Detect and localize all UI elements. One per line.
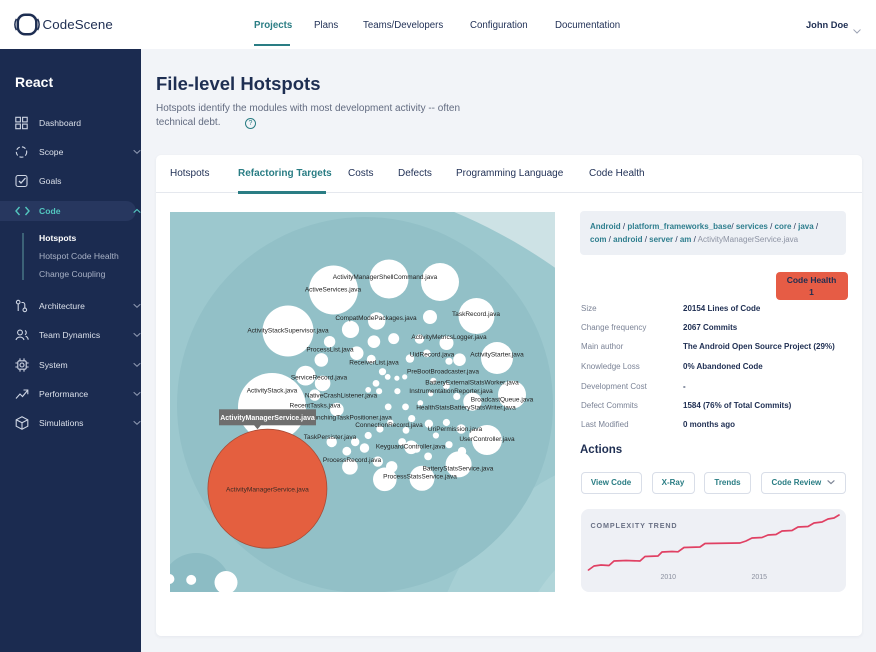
svg-text:ActivityStarter.java: ActivityStarter.java bbox=[470, 351, 524, 358]
svg-text:ActivityManagerService.java: ActivityManagerService.java bbox=[220, 415, 315, 422]
svg-text:TaskRecord.java: TaskRecord.java bbox=[452, 311, 500, 318]
svg-text:UserController.java: UserController.java bbox=[459, 436, 515, 443]
svg-text:ProcessRecord.java: ProcessRecord.java bbox=[323, 457, 382, 464]
svg-text:ActivityManagerService.java: ActivityManagerService.java bbox=[226, 486, 309, 493]
svg-text:TaskPersister.java: TaskPersister.java bbox=[304, 434, 357, 441]
svg-text:BroadcastQueue.java: BroadcastQueue.java bbox=[471, 396, 534, 403]
svg-text:ServiceRecord.java: ServiceRecord.java bbox=[291, 374, 348, 381]
svg-text:NativeCrashListener.java: NativeCrashListener.java bbox=[305, 392, 378, 399]
svg-text:ActivityStack.java: ActivityStack.java bbox=[247, 387, 298, 394]
svg-text:HealthStatsBatteryStatsWriter.: HealthStatsBatteryStatsWriter.java bbox=[416, 404, 516, 411]
svg-text:ProcessStatsService.java: ProcessStatsService.java bbox=[383, 473, 457, 480]
svg-text:UidRecord.java: UidRecord.java bbox=[410, 351, 455, 358]
svg-text:ProcessList.java: ProcessList.java bbox=[306, 346, 354, 353]
svg-text:PreBootBroadcaster.java: PreBootBroadcaster.java bbox=[407, 368, 479, 375]
svg-text:UriPermission.java: UriPermission.java bbox=[428, 426, 483, 433]
svg-text:BatteryStatsService.java: BatteryStatsService.java bbox=[423, 465, 494, 472]
svg-text:BatteryExternalStatsWorker.jav: BatteryExternalStatsWorker.java bbox=[425, 379, 519, 386]
svg-text:LaunchingTaskPositioner.java: LaunchingTaskPositioner.java bbox=[306, 414, 392, 421]
svg-text:ReceiverList.java: ReceiverList.java bbox=[349, 359, 399, 366]
svg-text:ActivityManagerShellCommand.ja: ActivityManagerShellCommand.java bbox=[333, 274, 438, 281]
svg-text:CompatModePackages.java: CompatModePackages.java bbox=[335, 315, 417, 322]
svg-text:ConnectionRecord.java: ConnectionRecord.java bbox=[355, 422, 423, 429]
svg-text:InstrumentationReporter.java: InstrumentationReporter.java bbox=[409, 388, 493, 395]
svg-text:ActivityStackSupervisor.java: ActivityStackSupervisor.java bbox=[247, 327, 329, 334]
svg-text:ActiveServices.java: ActiveServices.java bbox=[305, 286, 362, 293]
svg-text:KeyguardController.java: KeyguardController.java bbox=[376, 443, 446, 450]
svg-text:ActivityMetricsLogger.java: ActivityMetricsLogger.java bbox=[411, 334, 487, 341]
svg-text:RecentTasks.java: RecentTasks.java bbox=[290, 402, 341, 409]
